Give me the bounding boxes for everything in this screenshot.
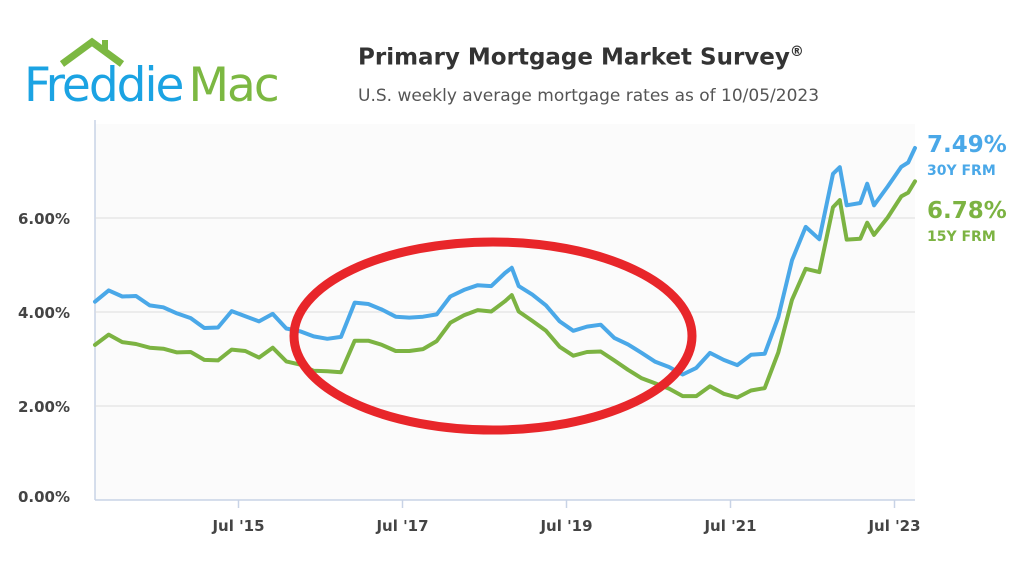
x-tick-label: Jul '17	[375, 517, 428, 535]
x-tick-label: Jul '15	[211, 517, 264, 535]
y-tick-label: 0.00%	[18, 488, 70, 506]
red-ellipse-annotation	[289, 237, 697, 435]
freddie-mac-logo: Freddie Mac	[24, 36, 324, 116]
logo-text-mac: Mac	[188, 58, 279, 113]
logo-text-freddie: Freddie	[24, 58, 184, 113]
legend-15y-value: 6.78%	[927, 198, 1007, 224]
y-tick-label: 4.00%	[18, 304, 70, 322]
title-text: Primary Mortgage Market Survey	[358, 44, 790, 71]
y-tick-label: 6.00%	[18, 210, 70, 228]
house-roof-icon	[59, 37, 125, 67]
x-tick-label: Jul '21	[703, 517, 756, 535]
legend-15y-label: 15Y FRM	[927, 229, 996, 245]
legend-30y-value: 7.49%	[927, 132, 1007, 158]
x-tick-label: Jul '19	[539, 517, 592, 535]
x-tick-label: Jul '23	[867, 517, 920, 535]
chart-title: Primary Mortgage Market Survey®	[358, 44, 804, 71]
chart-subtitle: U.S. weekly average mortgage rates as of…	[358, 86, 820, 106]
registered-mark: ®	[789, 44, 804, 60]
y-tick-label: 2.00%	[18, 398, 70, 416]
legend-30y-label: 30Y FRM	[927, 163, 996, 179]
